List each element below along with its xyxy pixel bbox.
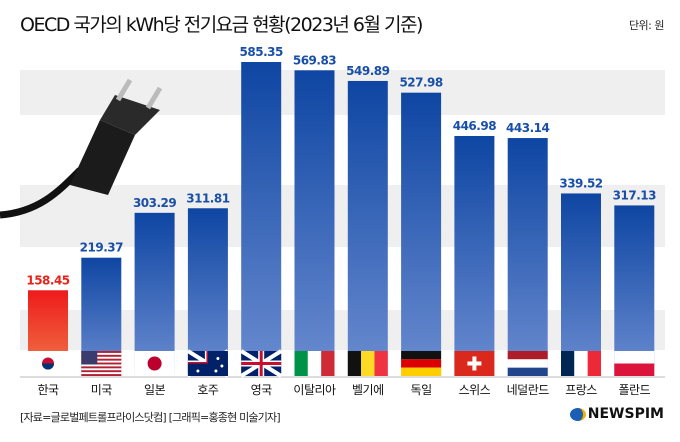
flag-pl-icon xyxy=(614,351,655,376)
category-label: 영국 xyxy=(251,383,273,397)
bar-3 xyxy=(187,208,228,375)
value-label: 219.37 xyxy=(80,241,123,255)
value-label: 303.29 xyxy=(133,196,176,210)
category-label: 호주 xyxy=(197,383,219,397)
value-label: 446.98 xyxy=(453,119,496,133)
category-label: 미국 xyxy=(91,383,113,397)
flag-us-icon xyxy=(81,351,122,376)
flag-jp-icon xyxy=(134,351,175,376)
value-label: 158.45 xyxy=(26,273,69,287)
newspim-logo: NEWSPIM xyxy=(569,406,664,422)
value-label: 585.35 xyxy=(240,45,283,59)
bar-5 xyxy=(294,70,335,376)
bar-9 xyxy=(507,138,548,375)
grid-band xyxy=(20,185,665,247)
category-label: 스위스 xyxy=(459,383,491,397)
value-label: 569.83 xyxy=(293,53,336,67)
category-label: 벨기에 xyxy=(352,383,384,397)
bar-10 xyxy=(561,193,601,375)
logo-text: NEWSPIM xyxy=(587,406,664,422)
value-label: 311.81 xyxy=(186,191,229,205)
unit-label: 단위: 원 xyxy=(628,19,665,32)
flag-it-icon xyxy=(294,351,335,376)
value-label: 443.14 xyxy=(506,121,549,135)
category-label: 일본 xyxy=(144,383,166,397)
flag-kr-icon xyxy=(28,351,68,376)
category-label: 한국 xyxy=(37,383,59,397)
chart-title: OECD 국가의 kWh당 전기요금 현황(2023년 6월 기준) xyxy=(20,14,423,36)
bar-4 xyxy=(241,62,282,375)
flag-fr-icon xyxy=(561,351,601,376)
flag-ch-icon xyxy=(454,351,495,376)
category-label: 폴란드 xyxy=(618,383,650,397)
flag-nl-icon xyxy=(507,351,548,376)
grid-band xyxy=(20,310,665,350)
flag-be-icon xyxy=(347,351,388,376)
category-label: 독일 xyxy=(411,383,432,397)
value-label: 317.13 xyxy=(613,188,656,202)
flag-au-icon xyxy=(186,349,229,378)
value-label: 549.89 xyxy=(346,64,389,78)
logo-icon xyxy=(569,407,586,421)
source-credit: [자료=글로벌페트롤프라이스닷컴] [그래픽=홍종현 미술기자] xyxy=(20,411,281,424)
value-label: 527.98 xyxy=(399,76,442,90)
category-label: 네덜란드 xyxy=(507,383,550,397)
category-label: 프랑스 xyxy=(565,383,597,397)
flag-de-icon xyxy=(401,351,442,376)
plug-illustration xyxy=(0,78,163,219)
bar-7 xyxy=(401,92,442,375)
category-label: 이탈리아 xyxy=(293,383,336,397)
bar-11 xyxy=(614,205,655,375)
bar-8 xyxy=(454,135,495,375)
bar-2 xyxy=(134,212,175,375)
flag-gb-icon xyxy=(240,349,283,378)
value-label: 339.52 xyxy=(559,176,602,190)
bar-6 xyxy=(347,80,388,375)
